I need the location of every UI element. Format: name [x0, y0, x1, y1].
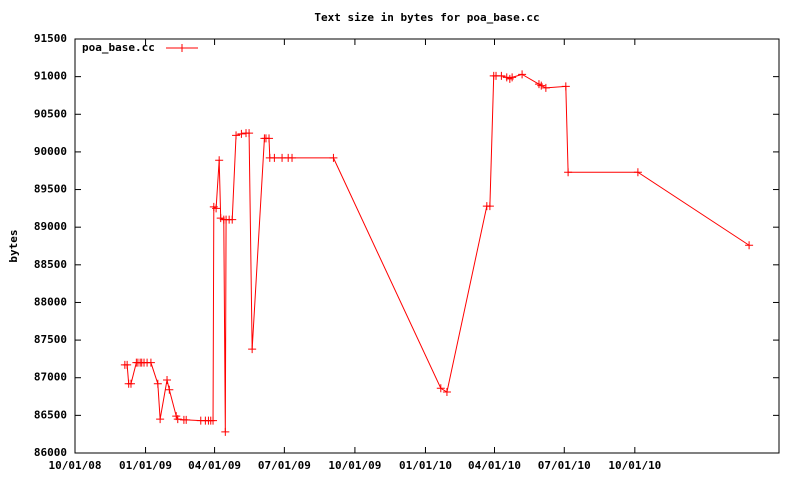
y-tick-label: 91500 [34, 32, 67, 45]
marker [215, 156, 224, 165]
y-tick-label: 88000 [34, 295, 67, 308]
x-tick-label: 10/01/10 [608, 459, 661, 472]
x-tick-label: 10/01/09 [328, 459, 381, 472]
x-tick-label: 07/01/10 [538, 459, 591, 472]
marker [178, 44, 186, 52]
marker [209, 416, 218, 425]
marker [153, 379, 162, 388]
marker [173, 415, 182, 424]
marker [537, 81, 546, 90]
marker [541, 83, 550, 92]
series-line [124, 73, 750, 432]
y-tick-label: 90000 [34, 145, 67, 158]
marker [442, 388, 451, 397]
marker [561, 82, 570, 91]
marker [485, 202, 494, 211]
marker [221, 427, 230, 436]
marker [265, 134, 274, 143]
marker [228, 215, 237, 224]
y-tick-label: 87500 [34, 333, 67, 346]
chart-title: Text size in bytes for poa_base.cc [314, 11, 539, 24]
y-tick-label: 89000 [34, 220, 67, 233]
marker [270, 153, 279, 162]
y-tick-label: 86000 [34, 446, 67, 459]
marker [163, 375, 172, 384]
plot-frame [74, 38, 780, 454]
marker [156, 415, 165, 424]
x-tick-label: 07/01/09 [258, 459, 311, 472]
marker [237, 129, 246, 138]
marker [146, 358, 155, 367]
y-tick-label: 89500 [34, 183, 67, 196]
y-tick-label: 88500 [34, 258, 67, 271]
marker [518, 70, 527, 79]
marker [329, 153, 338, 162]
y-tick-label: 90500 [34, 107, 67, 120]
y-tick-label: 87000 [34, 371, 67, 384]
legend-label: poa_base.cc [82, 41, 155, 54]
x-tick-label: 10/01/08 [49, 459, 102, 472]
x-tick-label: 01/01/09 [119, 459, 172, 472]
marker [436, 384, 445, 393]
marker [126, 379, 135, 388]
marker [245, 129, 254, 138]
marker [123, 360, 132, 369]
marker [508, 73, 517, 82]
marker [232, 131, 241, 140]
marker [633, 168, 642, 177]
marker [248, 345, 257, 354]
x-tick-label: 01/01/10 [399, 459, 452, 472]
marker [182, 415, 191, 424]
marker [564, 168, 573, 177]
y-axis-label: bytes [7, 229, 20, 262]
x-tick-label: 04/01/10 [468, 459, 521, 472]
marker [497, 71, 506, 80]
marker [212, 204, 221, 213]
marker [288, 153, 297, 162]
marker [745, 241, 754, 250]
y-tick-label: 86500 [34, 408, 67, 421]
y-tick-label: 91000 [34, 70, 67, 83]
x-tick-label: 04/01/09 [188, 459, 241, 472]
marker [165, 385, 174, 394]
